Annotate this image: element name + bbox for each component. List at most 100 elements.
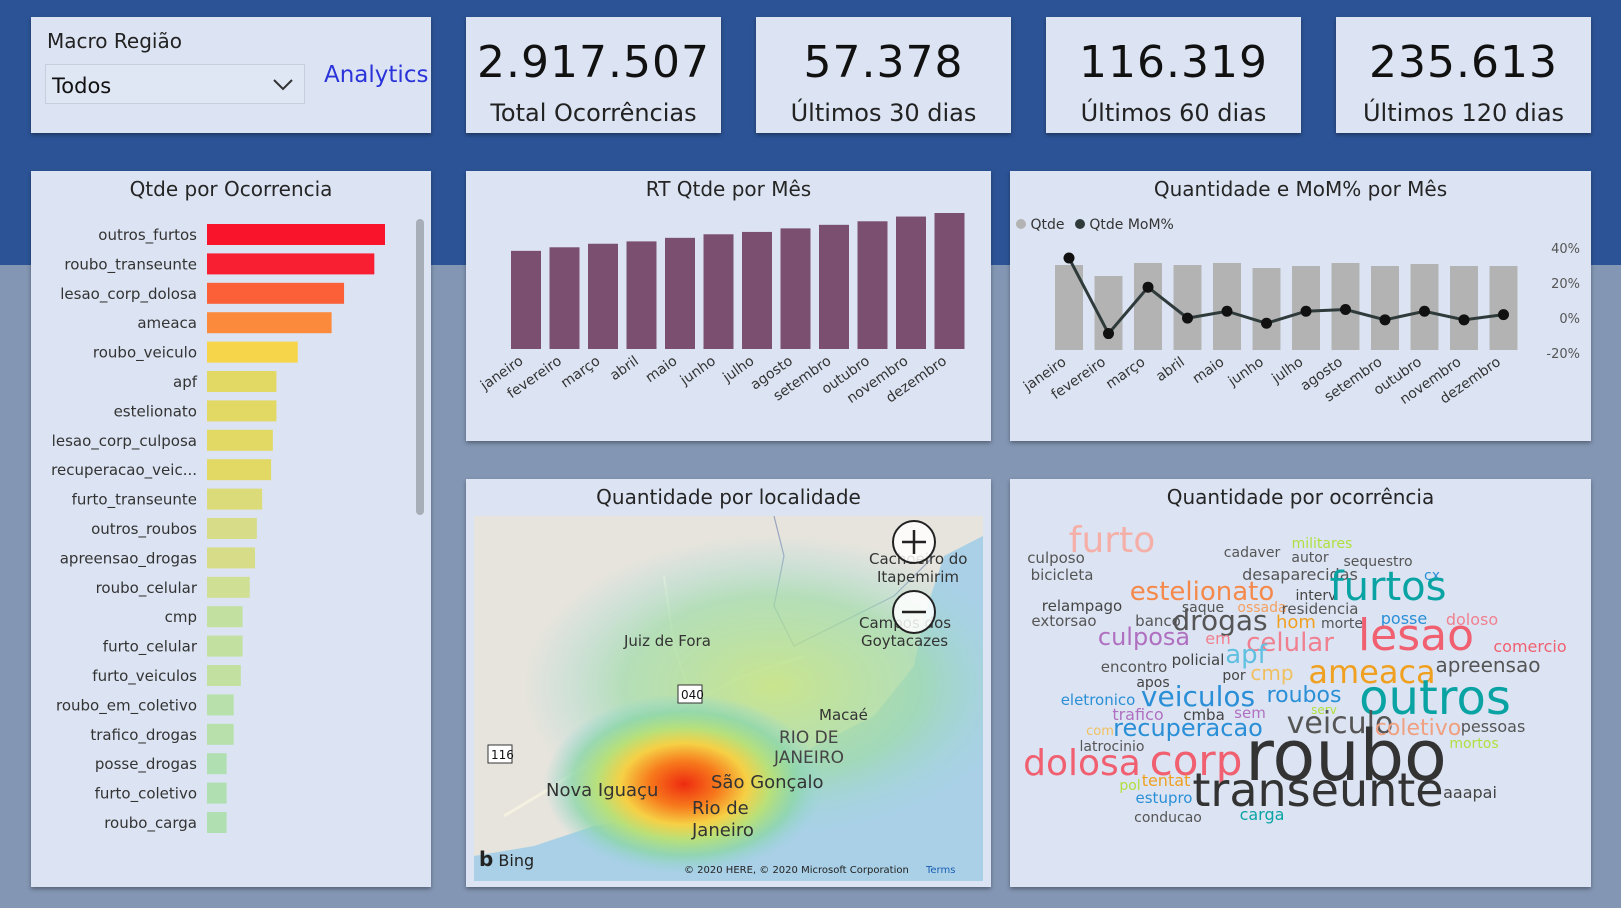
bar-category-label: lesao_corp_culposa <box>52 432 197 451</box>
bar-category-label: furto_veiculos <box>92 667 197 686</box>
zoom-out-button[interactable] <box>892 590 936 634</box>
word: pol <box>1119 778 1140 794</box>
mom-point <box>1221 305 1233 317</box>
filter-card: Macro Região Todos Analytics <box>31 17 431 133</box>
map-label: RIO DE <box>779 728 838 748</box>
bar <box>207 459 272 481</box>
bar <box>207 400 277 422</box>
bar <box>207 782 227 804</box>
analytics-link[interactable]: Analytics <box>324 62 429 88</box>
bar-category-label: roubo_transeunte <box>64 255 197 274</box>
map-label: São Gonçalo <box>711 772 824 793</box>
bar <box>207 224 385 245</box>
y-tick-label: 0% <box>1559 312 1580 327</box>
bar <box>819 224 849 349</box>
word: corp <box>1150 736 1243 785</box>
mom-point <box>1498 309 1509 321</box>
bar-category-label: trafico_drogas <box>90 726 197 745</box>
word: ossada <box>1237 600 1286 616</box>
y-tick-label: 40% <box>1551 242 1580 257</box>
legend-qtde: Qtde <box>1030 217 1065 233</box>
map-terms[interactable]: Terms <box>925 865 955 876</box>
zoom-in-button[interactable] <box>892 520 936 564</box>
bar <box>665 237 695 349</box>
bar <box>207 518 257 539</box>
word: coletivo <box>1375 716 1461 741</box>
word: furto <box>1069 520 1155 561</box>
word: por <box>1222 668 1245 684</box>
bar <box>207 253 375 275</box>
word: relampago <box>1042 597 1122 615</box>
rt-qtde-por-mes-card: RT Qtde por Mês janeiro fevereiro março abr… <box>466 171 991 441</box>
word: culposo <box>1027 549 1085 567</box>
word: cadaver <box>1224 545 1281 561</box>
bar <box>780 228 811 349</box>
bar <box>207 282 345 304</box>
word: latrocinio <box>1080 739 1145 755</box>
word: interv <box>1296 588 1337 604</box>
x-tick-label: maio <box>1190 354 1228 387</box>
mom-point <box>1182 312 1193 324</box>
word: apos <box>1136 675 1169 691</box>
bar <box>207 429 273 451</box>
word: doloso <box>1446 610 1498 629</box>
word: eletronico <box>1061 691 1136 709</box>
kpi-card-120-dias: 235.613 Últimos 120 dias <box>1336 17 1591 133</box>
map-label: Macaé <box>819 706 868 724</box>
word: com <box>1086 724 1114 739</box>
bar <box>1371 266 1399 350</box>
map-label: Goytacazes <box>861 632 948 650</box>
dropdown-value: Todos <box>52 74 112 98</box>
bar <box>703 234 734 349</box>
y-tick-label: -20% <box>1546 347 1580 362</box>
word: furtos <box>1330 564 1447 610</box>
word: bicicleta <box>1031 566 1094 584</box>
kpi-card-30-dias: 57.378 Últimos 30 dias <box>756 17 1011 133</box>
macro-regiao-dropdown[interactable]: Todos <box>45 64 305 104</box>
word: conducao <box>1134 810 1202 826</box>
mom-point <box>1458 314 1470 326</box>
mom-point <box>1340 304 1351 316</box>
word: sem <box>1234 704 1266 722</box>
bar-category-label: apreensao_drogas <box>60 549 197 568</box>
word: apf <box>1225 640 1267 670</box>
mom-point <box>1379 314 1391 326</box>
heat-map[interactable]: Juiz de Fora Cachoeiro do Itapemirim Cam… <box>474 516 983 881</box>
bar <box>207 488 263 510</box>
word: extorsao <box>1031 612 1096 630</box>
bar <box>207 723 234 745</box>
x-tick-label: junho <box>1225 354 1267 390</box>
bar <box>896 216 926 349</box>
map-label: Nova Iguaçu <box>546 780 658 801</box>
x-tick-label: março <box>1103 354 1148 392</box>
map-label: Janeiro <box>691 820 754 841</box>
scrollbar[interactable] <box>416 219 424 515</box>
chart-title: Qtde por Ocorrencia <box>129 177 333 201</box>
map-label: Juiz de Fora <box>623 632 711 650</box>
word: estupro <box>1136 789 1193 807</box>
word: banco <box>1135 612 1181 630</box>
bar <box>207 547 256 569</box>
word: estelionato <box>1130 577 1275 607</box>
word: saque <box>1182 600 1224 616</box>
word: roubo <box>1245 715 1447 797</box>
word: dolosa <box>1023 743 1141 784</box>
bar-category-label: roubo_celular <box>96 579 198 598</box>
heat-area-core <box>544 694 824 874</box>
word: transeunte <box>1192 763 1443 817</box>
word: policial <box>1172 651 1225 669</box>
bar <box>511 250 541 349</box>
kpi-label: Últimos 120 dias <box>1362 99 1565 127</box>
kpi-card-60-dias: 116.319 Últimos 60 dias <box>1046 17 1301 133</box>
bar-category-label: outros_furtos <box>98 226 197 245</box>
word: morte <box>1321 616 1363 632</box>
kpi-value: 235.613 <box>1369 37 1558 88</box>
kpi-value: 2.917.507 <box>477 37 710 88</box>
qtde-por-ocorrencia-card: Qtde por Ocorrencia outros_furtos roubo_t… <box>31 171 431 887</box>
mom-point <box>1300 305 1312 317</box>
bar <box>207 812 227 833</box>
word: celular <box>1246 628 1334 658</box>
bar <box>1134 263 1162 350</box>
